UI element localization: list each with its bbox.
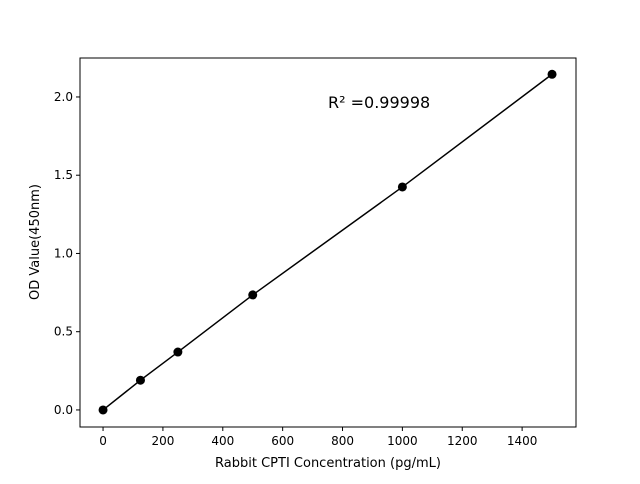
x-axis-label: Rabbit CPTI Concentration (pg/mL) — [215, 456, 441, 471]
x-tick-label: 0 — [99, 434, 107, 448]
data-series — [98, 69, 557, 415]
y-tick-label: 0.0 — [54, 403, 73, 417]
r-squared-annotation: R² =0.99998 — [328, 93, 430, 112]
x-tick-label: 600 — [271, 434, 294, 448]
y-tick-label: 0.5 — [54, 325, 73, 339]
x-tick-label: 800 — [331, 434, 354, 448]
y-axis-label: OD Value(450nm) — [28, 184, 43, 300]
data-point — [248, 290, 258, 300]
x-tick-label: 1200 — [447, 434, 478, 448]
x-tick-label: 1000 — [387, 434, 418, 448]
y-tick-label: 2.0 — [54, 90, 73, 104]
x-tick-label: 200 — [151, 434, 174, 448]
y-tick-label: 1.0 — [54, 246, 73, 260]
y-axis-ticks: 0.0 0.5 1.0 1.5 2.0 — [54, 90, 80, 417]
data-point — [135, 375, 145, 385]
data-point — [397, 182, 407, 192]
x-tick-label: 400 — [211, 434, 234, 448]
data-point — [173, 347, 183, 357]
x-axis-ticks: 0 200 400 600 800 1000 1200 1400 — [99, 427, 537, 448]
data-point — [98, 405, 108, 415]
series-line — [102, 73, 553, 411]
x-tick-label: 1400 — [507, 434, 538, 448]
data-point — [547, 69, 557, 79]
y-tick-label: 1.5 — [54, 168, 73, 182]
plot-area — [79, 57, 577, 428]
